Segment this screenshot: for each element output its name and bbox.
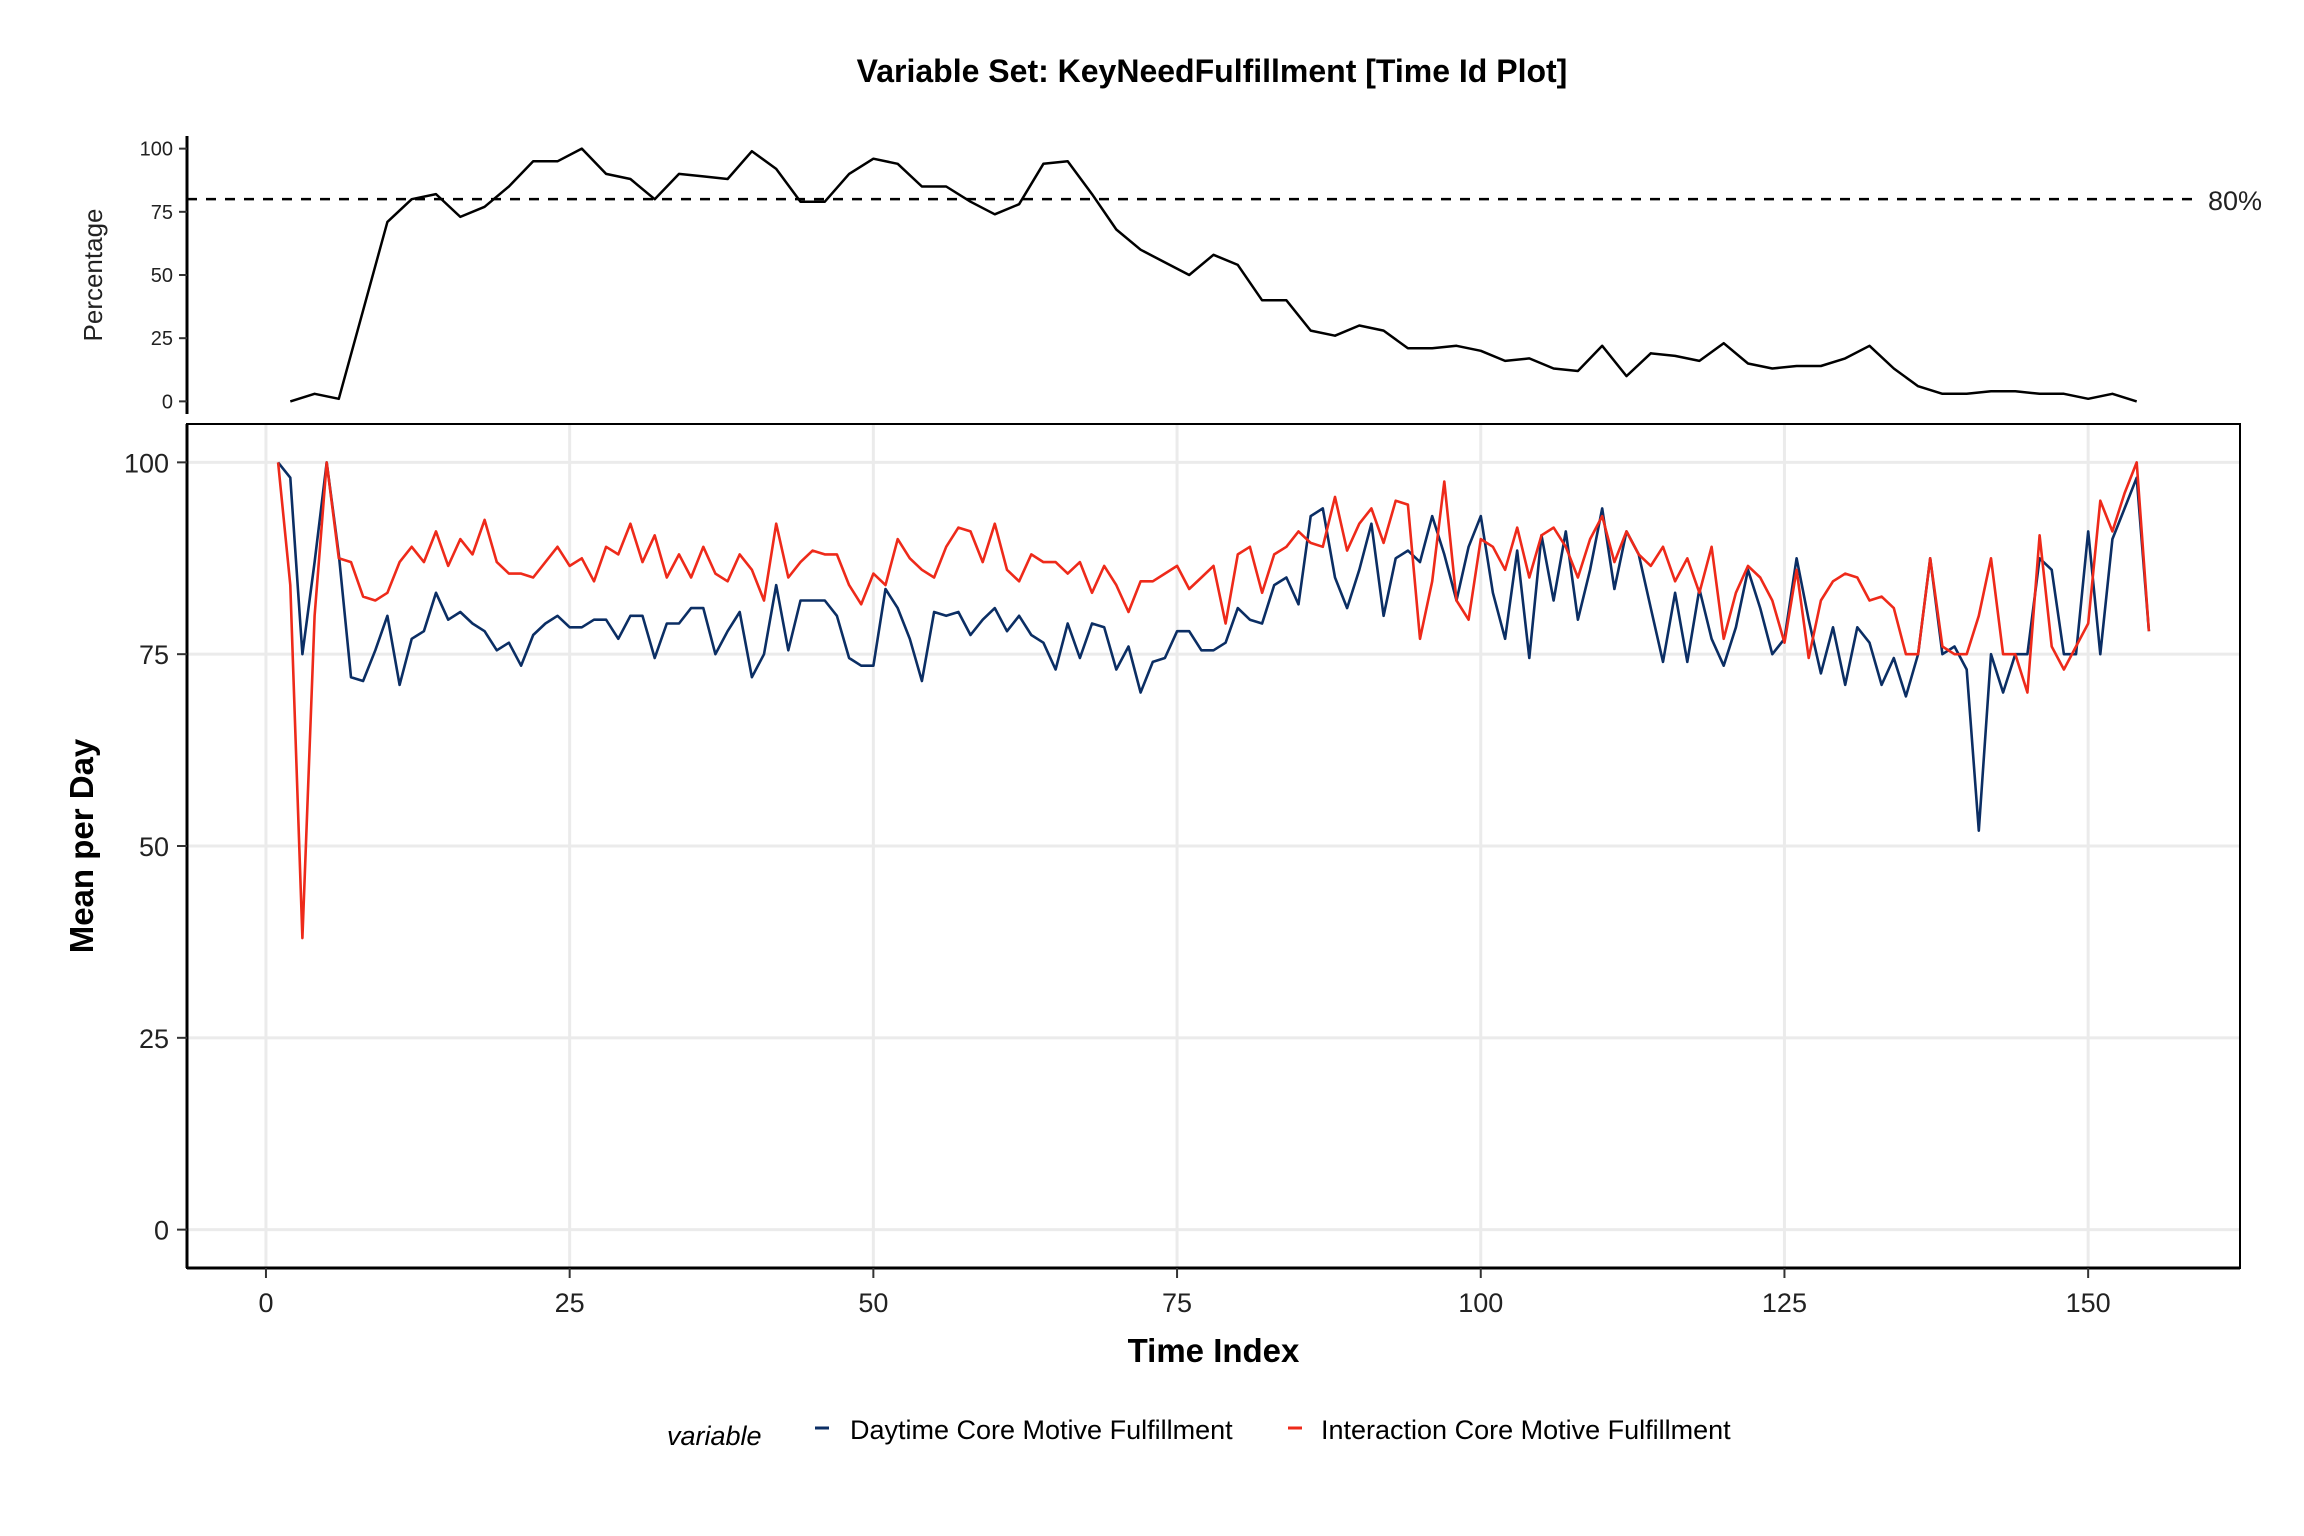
legend: variable Daytime Core Motive Fulfillment I… xyxy=(667,1415,1731,1451)
top-y-tick-label: 100 xyxy=(140,139,173,161)
top-y-tick-label: 50 xyxy=(151,265,173,287)
series-line-interaction xyxy=(276,461,2151,940)
main-x-tick-label: 150 xyxy=(2066,1288,2111,1318)
main-x-tick-label: 25 xyxy=(555,1288,585,1318)
main-y-axis-title: Mean per Day xyxy=(63,738,100,953)
legend-title: variable xyxy=(667,1421,762,1451)
top-y-tick-label: 0 xyxy=(162,391,173,413)
series-line-daytime xyxy=(277,461,2151,832)
main-x-tick-label: 125 xyxy=(1762,1288,1807,1318)
main-x-tick-label: 50 xyxy=(858,1288,888,1318)
main-x-tick-label: 75 xyxy=(1162,1288,1192,1318)
main-y-tick-label: 100 xyxy=(124,448,169,478)
threshold-label: 80% xyxy=(2208,186,2262,216)
legend-label: Daytime Core Motive Fulfillment xyxy=(850,1415,1233,1445)
top-y-axis-title: Percentage xyxy=(78,209,108,342)
main-x-axis-title: Time Index xyxy=(1128,1332,1300,1369)
main-x-tick-label: 0 xyxy=(258,1288,273,1318)
main-x-tick-label: 100 xyxy=(1458,1288,1503,1318)
main-y-tick-label: 50 xyxy=(139,832,169,862)
top-y-tick-label: 25 xyxy=(151,328,173,350)
top-panel: 0 25 50 75 100 Percentage 80% xyxy=(78,136,2262,414)
main-y-tick-label: 0 xyxy=(154,1216,169,1246)
main-y-tick-label: 25 xyxy=(139,1024,169,1054)
legend-label: Interaction Core Motive Fulfillment xyxy=(1321,1415,1731,1445)
main-y-tick-label: 75 xyxy=(139,640,169,670)
main-panel: 0 25 50 75 100 0 25 50 75 100 125 150 Time Index Mean… xyxy=(63,423,2241,1369)
top-y-tick-label: 75 xyxy=(151,202,173,224)
chart-title: Variable Set: KeyNeedFulfillment [Time I… xyxy=(857,53,1568,89)
percentage-line xyxy=(289,147,2138,403)
